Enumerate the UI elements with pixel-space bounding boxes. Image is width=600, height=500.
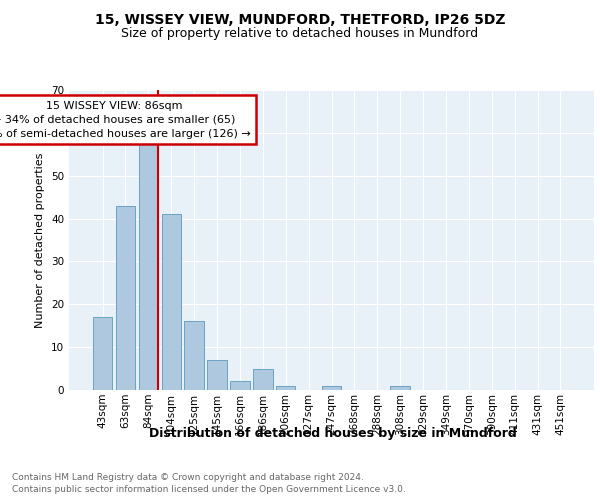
Bar — [116, 206, 135, 390]
Bar — [161, 214, 181, 390]
Text: 15, WISSEY VIEW, MUNDFORD, THETFORD, IP26 5DZ: 15, WISSEY VIEW, MUNDFORD, THETFORD, IP2… — [95, 12, 505, 26]
Y-axis label: Number of detached properties: Number of detached properties — [35, 152, 46, 328]
Bar — [139, 142, 158, 390]
Text: Distribution of detached houses by size in Mundford: Distribution of detached houses by size … — [149, 428, 517, 440]
Bar — [391, 386, 410, 390]
Text: Size of property relative to detached houses in Mundford: Size of property relative to detached ho… — [121, 28, 479, 40]
Text: Contains HM Land Registry data © Crown copyright and database right 2024.: Contains HM Land Registry data © Crown c… — [12, 472, 364, 482]
Bar — [276, 386, 295, 390]
Bar — [208, 360, 227, 390]
Bar — [184, 322, 204, 390]
Bar — [230, 382, 250, 390]
Bar — [93, 317, 112, 390]
Bar — [253, 368, 272, 390]
Text: Contains public sector information licensed under the Open Government Licence v3: Contains public sector information licen… — [12, 485, 406, 494]
Bar — [322, 386, 341, 390]
Text: 15 WISSEY VIEW: 86sqm
← 34% of detached houses are smaller (65)
66% of semi-deta: 15 WISSEY VIEW: 86sqm ← 34% of detached … — [0, 100, 250, 138]
